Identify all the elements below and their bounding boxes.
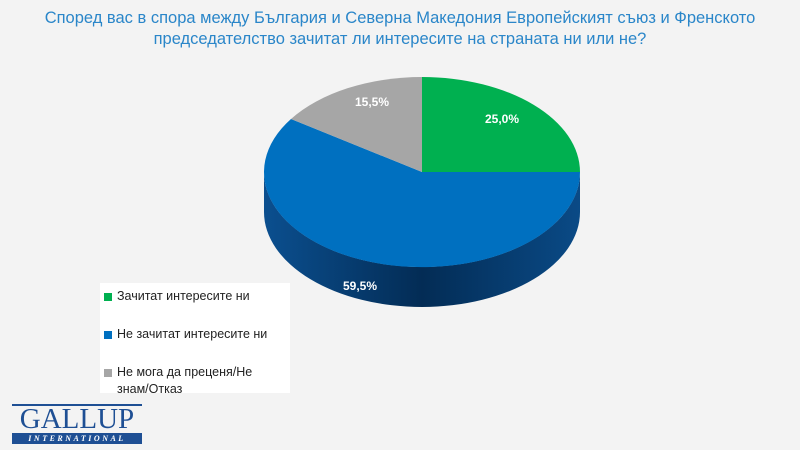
legend-label: Не зачитат интересите ни xyxy=(117,327,268,341)
legend-item-respect[interactable]: Зачитат интересите ни xyxy=(104,288,250,305)
legend-label: Не мога да преценя/Не знам/Отказ xyxy=(117,365,253,396)
legend-item-not-respect[interactable]: Не зачитат интересите ни xyxy=(104,326,267,343)
pie-slice-respect[interactable] xyxy=(422,77,580,172)
label-respect: 25,0% xyxy=(485,112,519,126)
legend-label: Зачитат интересите ни xyxy=(117,289,250,303)
pie-slice-dont-know[interactable] xyxy=(291,77,422,172)
logo-wordmark: GALLUP xyxy=(12,404,142,434)
legend-item-dont-know[interactable]: Не мога да преценя/Не знам/Отказ xyxy=(104,364,284,398)
legend-swatch-gray xyxy=(104,369,112,377)
legend-swatch-green xyxy=(104,293,112,301)
pie-slice-not-respect[interactable] xyxy=(264,119,581,268)
chart-title: Според вас в спора между България и Севе… xyxy=(0,8,800,50)
pie-side xyxy=(264,172,580,307)
chart-legend: Зачитат интересите ни Не зачитат интерес… xyxy=(100,283,290,396)
title-line-2: председателство зачитат ли интересите на… xyxy=(153,30,647,48)
title-line-1: Според вас в спора между България и Севе… xyxy=(44,9,756,27)
logo-subtitle: INTERNATIONAL xyxy=(12,433,142,444)
legend-swatch-blue xyxy=(104,331,112,339)
label-not-respect: 59,5% xyxy=(343,279,377,293)
label-dont-know: 15,5% xyxy=(355,95,389,109)
gallup-logo: GALLUP INTERNATIONAL xyxy=(12,404,142,444)
